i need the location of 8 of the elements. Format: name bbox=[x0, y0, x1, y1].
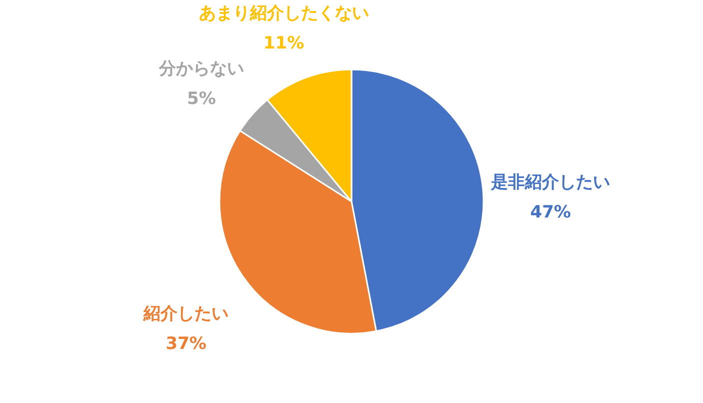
data-label: 37% bbox=[166, 334, 206, 354]
slice-label: 是非紹介したい bbox=[490, 172, 610, 193]
data-label: 5% bbox=[187, 89, 216, 110]
data-label: 11% bbox=[263, 33, 304, 54]
data-label: 47% bbox=[530, 202, 571, 223]
slice-label: 紹介したい bbox=[142, 304, 229, 324]
slice-label: 分からない bbox=[158, 59, 244, 80]
slice-label: あまり紹介したくない bbox=[198, 3, 369, 24]
